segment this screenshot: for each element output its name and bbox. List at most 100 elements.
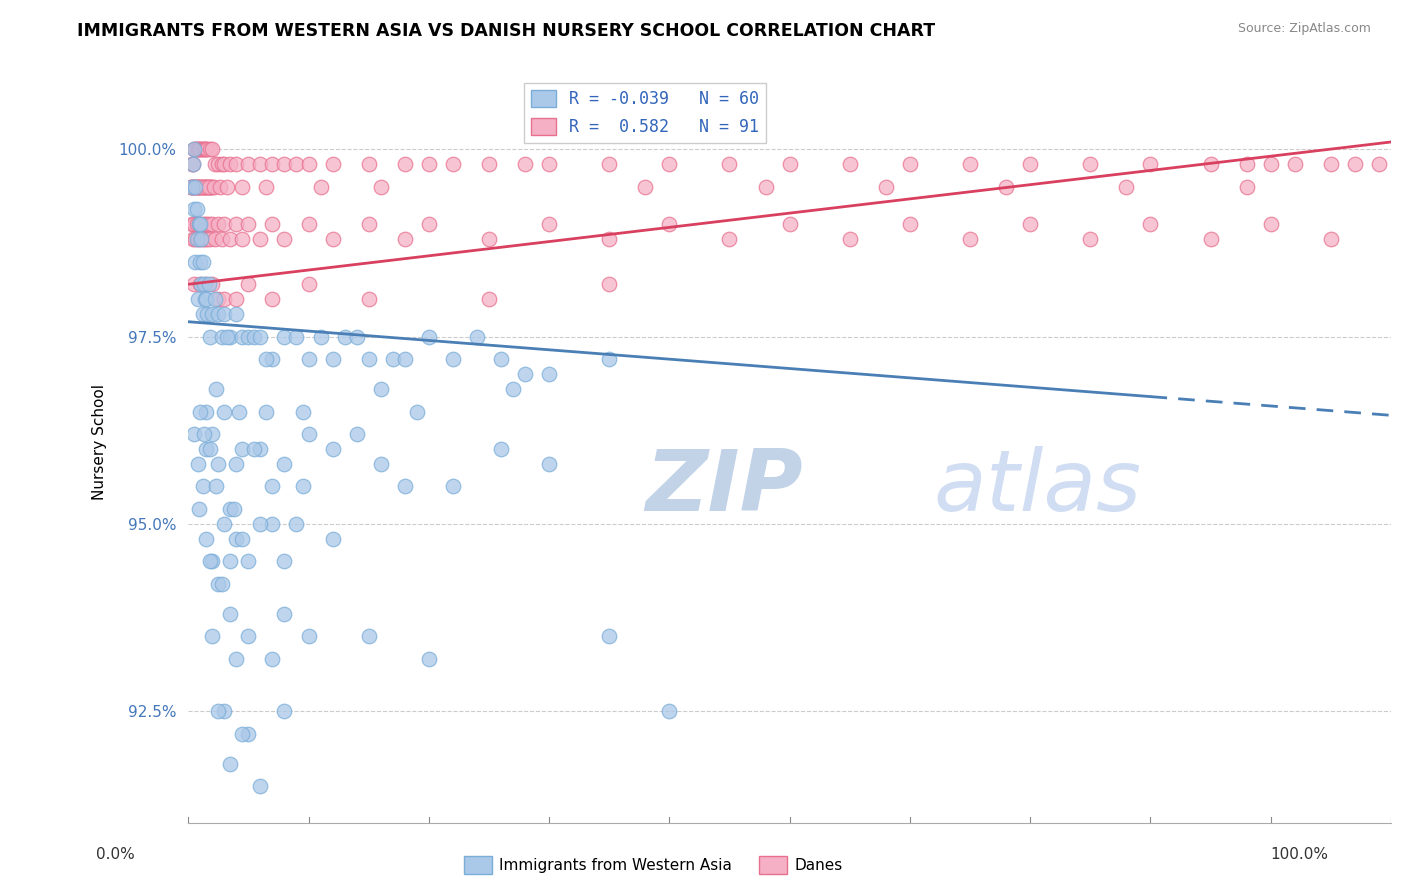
Point [309, 329, 332, 343]
Point [193, 218, 215, 232]
Point [195, 292, 218, 306]
Point [322, 352, 344, 367]
Point [273, 704, 295, 718]
Point [1019, 218, 1042, 232]
Point [188, 255, 211, 269]
Point [225, 651, 247, 665]
Point [441, 352, 464, 367]
Point [322, 157, 344, 171]
Text: Immigrants from Western Asia: Immigrants from Western Asia [499, 858, 733, 872]
Point [188, 502, 211, 516]
Point [238, 554, 260, 568]
Point [211, 329, 233, 343]
Point [186, 180, 208, 194]
Point [188, 143, 211, 157]
Point [214, 704, 236, 718]
Point [231, 532, 253, 546]
Point [502, 382, 524, 396]
Point [898, 218, 921, 232]
Point [219, 157, 242, 171]
Point [198, 232, 221, 246]
Point [204, 157, 226, 171]
Point [193, 180, 215, 194]
Point [207, 218, 229, 232]
Point [538, 218, 561, 232]
Point [190, 277, 212, 292]
Point [418, 329, 440, 343]
Point [418, 218, 440, 232]
Point [249, 329, 271, 343]
Point [184, 180, 207, 194]
Point [291, 479, 314, 493]
Point [191, 255, 214, 269]
Point [225, 307, 247, 321]
Point [658, 704, 681, 718]
Point [225, 532, 247, 546]
Point [285, 157, 308, 171]
Point [538, 157, 561, 171]
Point [191, 232, 214, 246]
Point [658, 218, 681, 232]
Point [201, 143, 224, 157]
Point [225, 218, 247, 232]
Point [285, 516, 308, 531]
Point [180, 180, 202, 194]
Point [202, 180, 225, 194]
Point [1199, 232, 1222, 246]
Point [346, 329, 368, 343]
Point [238, 157, 260, 171]
Point [197, 180, 219, 194]
Point [183, 143, 205, 157]
Point [465, 329, 488, 343]
Point [188, 180, 211, 194]
Point [207, 457, 229, 471]
Point [195, 143, 218, 157]
Point [243, 329, 266, 343]
Point [194, 180, 217, 194]
Point [181, 157, 204, 171]
Point [370, 457, 392, 471]
Point [1139, 218, 1161, 232]
Point [273, 157, 295, 171]
Point [205, 382, 228, 396]
Point [194, 143, 217, 157]
Point [191, 307, 214, 321]
Point [197, 277, 219, 292]
Point [184, 180, 207, 194]
Point [188, 218, 211, 232]
Point [197, 143, 219, 157]
Point [875, 180, 897, 194]
Point [262, 651, 284, 665]
Point [186, 232, 208, 246]
Point [513, 367, 536, 381]
Point [357, 352, 380, 367]
Point [219, 756, 242, 771]
Point [1236, 157, 1258, 171]
Text: Danes: Danes [794, 858, 842, 872]
Point [187, 457, 209, 471]
Point [273, 457, 295, 471]
Point [1078, 232, 1101, 246]
Point [180, 180, 202, 194]
Point [1344, 157, 1367, 171]
Point [198, 329, 221, 343]
Point [357, 218, 380, 232]
Point [297, 218, 319, 232]
Point [215, 180, 238, 194]
Point [357, 629, 380, 643]
Point [322, 532, 344, 546]
Point [333, 329, 356, 343]
Point [1320, 157, 1343, 171]
Point [188, 180, 211, 194]
Point [779, 218, 801, 232]
Point [225, 157, 247, 171]
Point [1260, 157, 1282, 171]
Point [1320, 232, 1343, 246]
Y-axis label: Nursery School: Nursery School [93, 384, 107, 500]
Point [538, 457, 561, 471]
Text: atlas: atlas [934, 446, 1142, 529]
Point [231, 726, 253, 740]
Point [779, 157, 801, 171]
Point [186, 202, 208, 217]
Point [194, 180, 217, 194]
